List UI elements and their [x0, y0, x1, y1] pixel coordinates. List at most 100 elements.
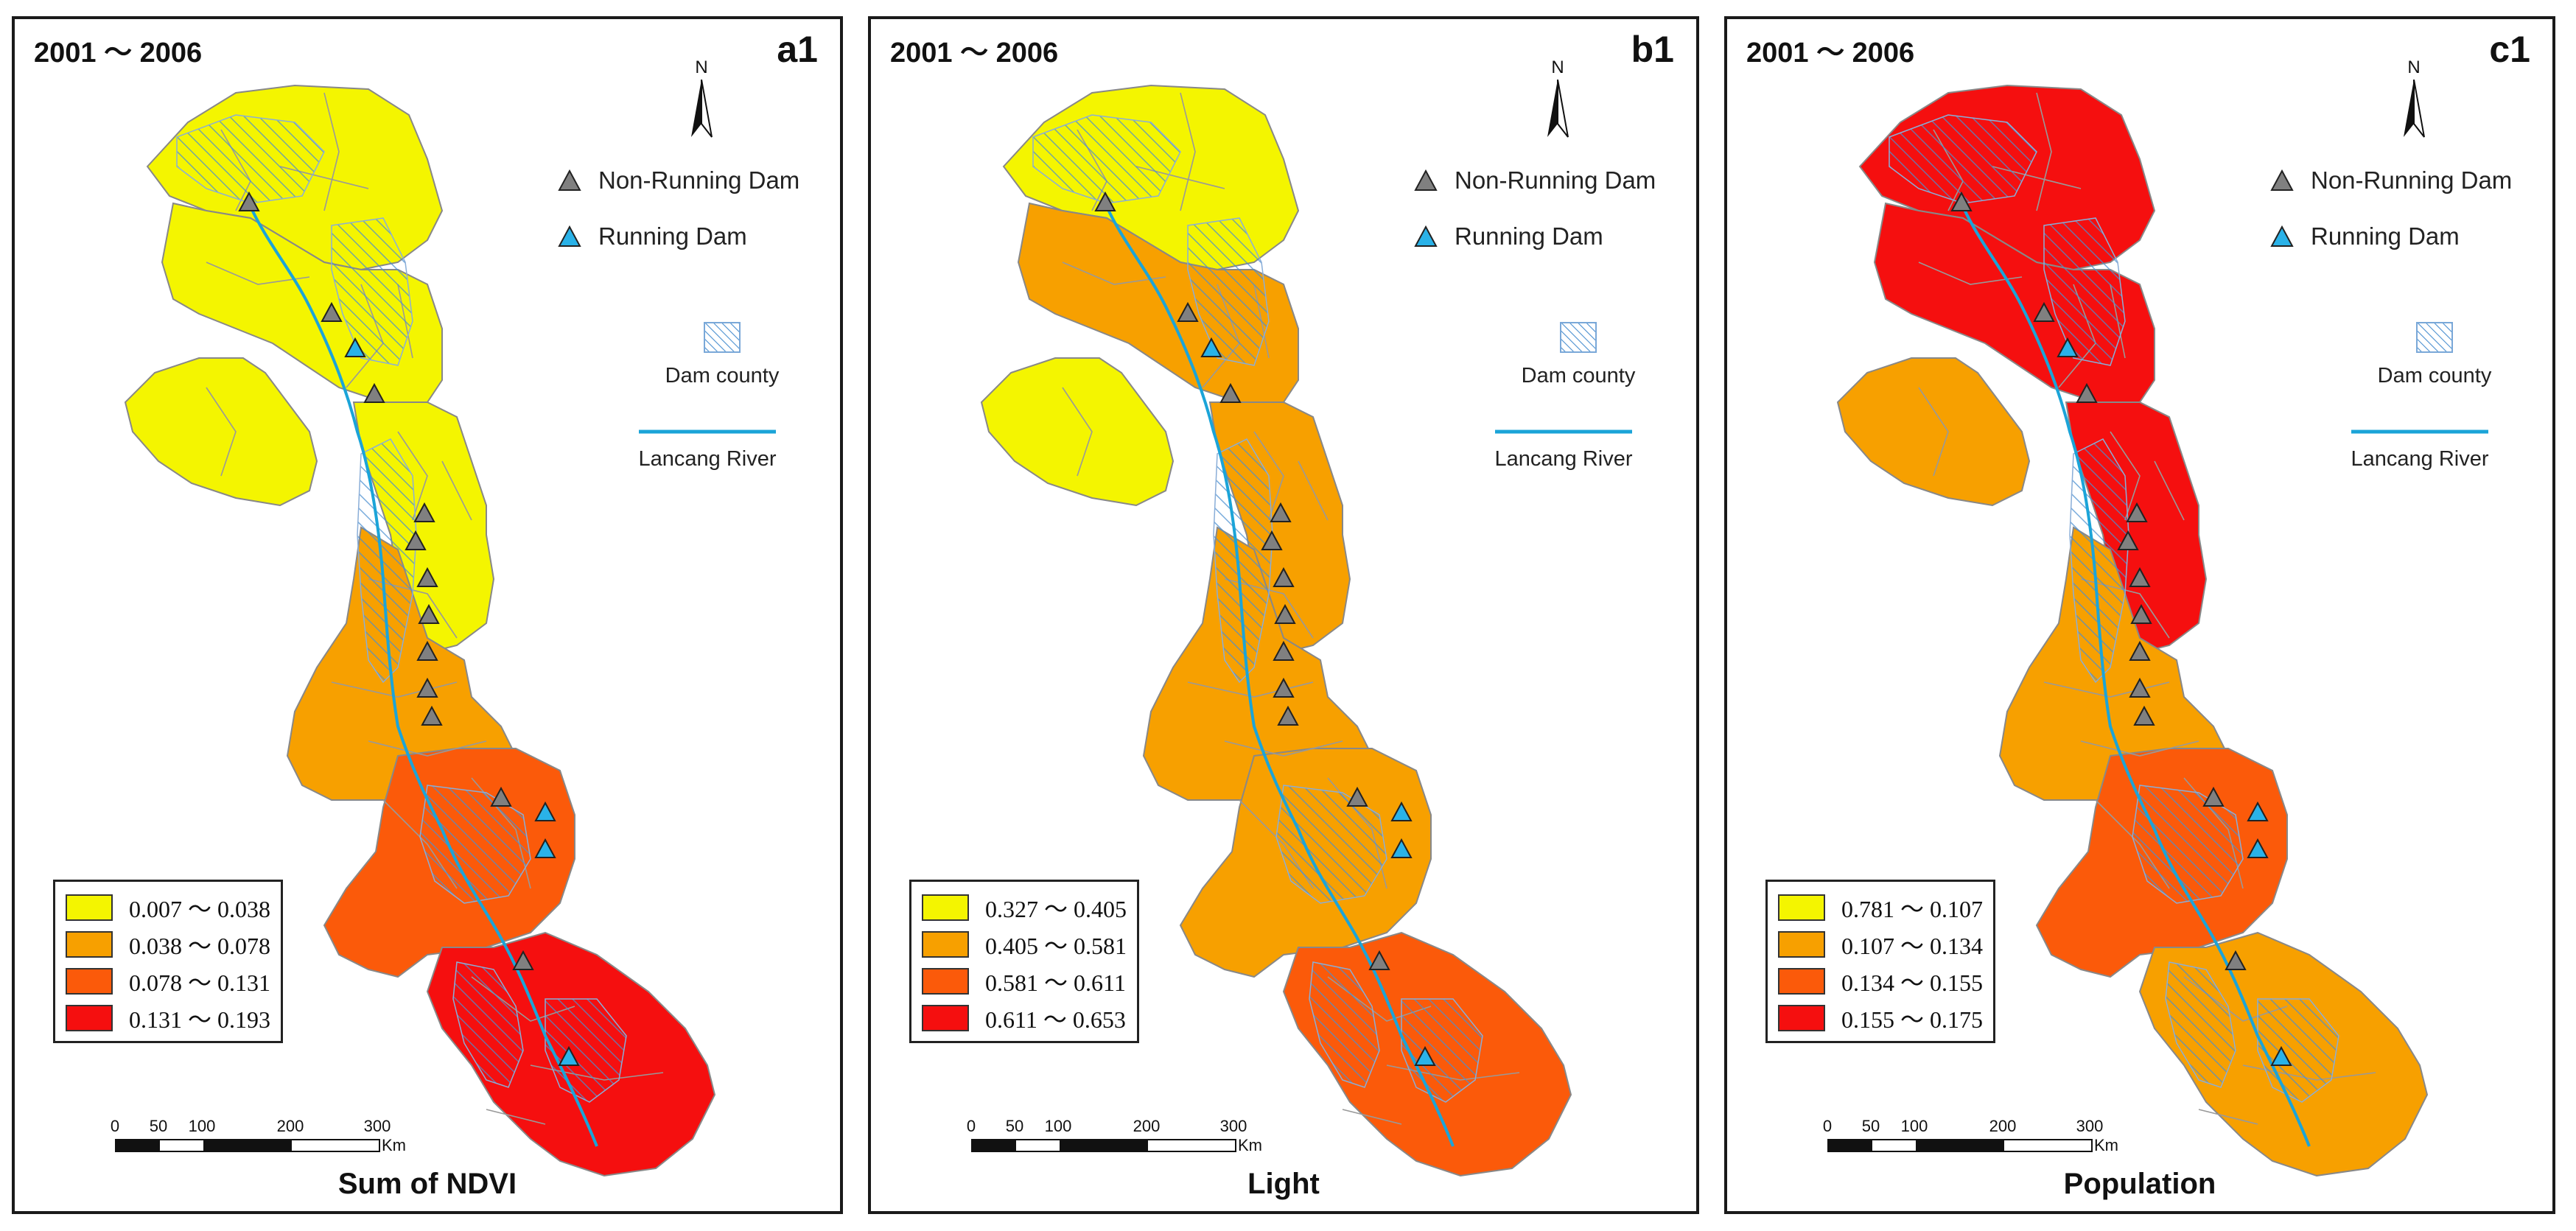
- county-border: [2110, 431, 2141, 521]
- county-border: [2043, 681, 2170, 698]
- dam-6-non-running-dam-icon: [1261, 530, 1283, 550]
- legend-class-label: 0.131 ～ 0.193: [129, 1006, 271, 1033]
- dam-5-non-running-dam-icon: [1270, 502, 1292, 522]
- basin-map: [124, 84, 716, 1177]
- north-arrow: N: [2392, 57, 2436, 138]
- legend-swatch-dark_orange: [66, 968, 113, 995]
- legend-class-label: 0.581 ～ 0.611: [985, 969, 1126, 996]
- legend-class-label: 0.405 ～ 0.581: [985, 933, 1127, 959]
- legend-class-1: 0.007 ～ 0.038: [66, 889, 270, 926]
- scale-tick-label: 0: [110, 1117, 120, 1135]
- scale-unit: Km: [2094, 1136, 2118, 1154]
- legend-non-running-dam: Non-Running Dam: [557, 166, 799, 194]
- legend-class-label: 0.107 ～ 0.134: [1841, 933, 1984, 959]
- running-dam-icon: [2270, 225, 2294, 247]
- county-border: [1298, 460, 1329, 521]
- legend-class-4: 0.611 ～ 0.653: [922, 1000, 1127, 1037]
- lancang-river: [1960, 203, 2311, 1147]
- dam-county-1: [1889, 114, 2037, 204]
- scale-segment: [1060, 1140, 1148, 1151]
- scale-tick-label: 300: [1219, 1117, 1247, 1135]
- dam-15-non-running-dam-icon: [2225, 950, 2247, 970]
- scale-tick-label: 200: [276, 1117, 304, 1135]
- dam-12-non-running-dam-icon: [490, 786, 512, 807]
- legend-running-dam: Running Dam: [557, 222, 747, 250]
- value-legend: 0.327 ～ 0.405 0.405 ～ 0.581 0.581 ～ 0.611 0…: [909, 880, 1140, 1043]
- zone-3-orange: [1836, 357, 2031, 507]
- river-label: Lancang River: [1494, 447, 1633, 471]
- dam-3-running-dam-icon: [1200, 337, 1222, 357]
- legend-class-4: 0.131 ～ 0.193: [66, 1000, 270, 1037]
- scale-ticks: 0 50 100 200 300: [111, 1117, 424, 1139]
- dam-10-non-running-dam-icon: [416, 677, 438, 698]
- legend-dam-county: Dam county: [648, 321, 796, 388]
- scale-bar: 0 50 100 200 300 Km: [1823, 1117, 2137, 1168]
- value-legend: 0.007 ～ 0.038 0.038 ～ 0.078 0.078 ～ 0.131 0…: [53, 880, 284, 1043]
- legend-swatch-dark_orange: [922, 968, 969, 995]
- county-border: [1342, 1109, 1402, 1125]
- scale-segment: [1829, 1140, 1872, 1151]
- scale-tick-label: 0: [966, 1117, 976, 1135]
- legend-class-label: 0.611 ～ 0.653: [985, 1006, 1126, 1033]
- dam-4-non-running-dam-icon: [363, 382, 385, 403]
- legend-swatch-yellow: [66, 894, 113, 921]
- county-border: [2036, 92, 2052, 211]
- scale-unit: Km: [1238, 1136, 1262, 1154]
- legend-class-label: 0.007 ～ 0.038: [129, 896, 271, 922]
- legend-non-running-dam: Non-Running Dam: [2269, 166, 2512, 194]
- dam-6-non-running-dam-icon: [405, 530, 427, 550]
- county-border: [331, 681, 458, 698]
- non-running-dam-label: Non-Running Dam: [1455, 166, 1656, 194]
- running-dam-icon: [1414, 225, 1438, 247]
- dam-county-5: [1309, 961, 1380, 1088]
- dam-7-non-running-dam-icon: [1273, 567, 1295, 587]
- scale-tick-label: 100: [1044, 1117, 1072, 1135]
- river-label: Lancang River: [638, 447, 777, 471]
- dam-11-non-running-dam-icon: [2133, 705, 2155, 726]
- county-border: [2198, 1109, 2258, 1125]
- scale-segment: [1916, 1140, 2004, 1151]
- scale-tick-label: 200: [1133, 1117, 1161, 1135]
- dam-county-2: [2043, 217, 2126, 366]
- map-panel-b1: 2001 ～ 2006 b1 N Non-Running Dam Running D…: [868, 16, 1699, 1214]
- dam-5-non-running-dam-icon: [413, 502, 435, 522]
- map-title: Sum of NDVI: [337, 1168, 517, 1200]
- scale-segment: [292, 1140, 379, 1151]
- dam-county-2: [331, 217, 413, 366]
- legend-class-label: 0.781 ～ 0.107: [1841, 896, 1984, 922]
- scale-ticks: 0 50 100 200 300: [967, 1117, 1281, 1139]
- dam-12-non-running-dam-icon: [1346, 786, 1368, 807]
- legend-lancang-river: Lancang River: [619, 417, 796, 471]
- panel-label: a1: [777, 29, 818, 70]
- legend-non-running-dam: Non-Running Dam: [1413, 166, 1656, 194]
- dam-county-label: Dam county: [1521, 364, 1636, 387]
- lancang-river: [1104, 203, 1455, 1147]
- scale-tick-label: 0: [1822, 1117, 1833, 1135]
- scale-bar-segments: [1827, 1139, 2093, 1152]
- county-border: [1253, 431, 1284, 521]
- non-running-dam-label: Non-Running Dam: [2311, 166, 2513, 194]
- dam-13-running-dam-icon: [1390, 801, 1413, 821]
- legend-swatch-dark_orange: [1778, 968, 1825, 995]
- period-label: 2001 ～ 2006: [890, 38, 1059, 69]
- dam-3-running-dam-icon: [344, 337, 366, 357]
- legend-class-3: 0.078 ～ 0.131: [66, 963, 270, 1000]
- legend-swatch-orange: [66, 931, 113, 958]
- legend-dam-county: Dam county: [1505, 321, 1652, 388]
- non-running-dam-icon: [1414, 169, 1438, 191]
- dam-2-non-running-dam-icon: [2033, 301, 2055, 322]
- north-arrow: N: [679, 57, 724, 138]
- north-label: N: [2407, 57, 2421, 77]
- dam-12-non-running-dam-icon: [2202, 786, 2225, 807]
- period-label: 2001 ～ 2006: [34, 38, 203, 69]
- map-title: Population: [2063, 1168, 2216, 1200]
- dam-3-running-dam-icon: [2057, 337, 2079, 357]
- legend-class-2: 0.405 ～ 0.581: [922, 926, 1127, 963]
- scale-tick-label: 50: [1005, 1117, 1024, 1135]
- dam-13-running-dam-icon: [2247, 801, 2269, 821]
- non-running-dam-icon: [558, 169, 581, 191]
- scale-bar: 0 50 100 200 300 Km: [967, 1117, 1281, 1168]
- county-border: [1918, 262, 2023, 285]
- north-label: N: [695, 57, 708, 77]
- scale-unit: Km: [382, 1136, 406, 1154]
